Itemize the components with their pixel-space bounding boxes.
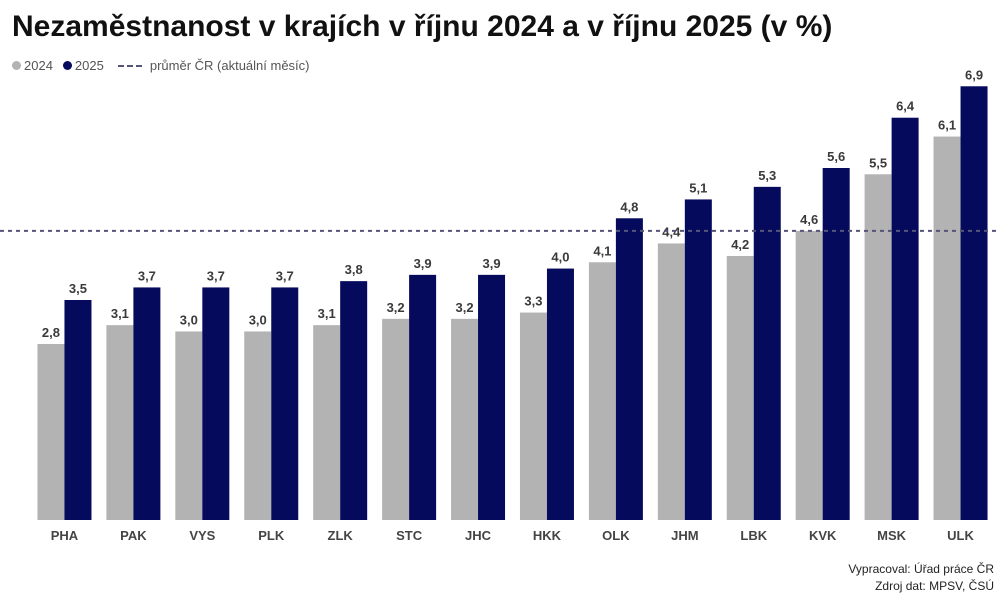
bar-2025-ulk <box>960 86 988 521</box>
data-label-2025-hkk: 4,0 <box>551 250 569 265</box>
data-label-2024-stc: 3,2 <box>387 300 405 315</box>
bar-2024-pak <box>106 325 134 520</box>
data-label-2025-zlk: 3,8 <box>345 262 363 277</box>
data-label-2025-ulk: 6,9 <box>965 67 983 82</box>
bar-2025-lbk <box>753 186 781 520</box>
x-tick-label-hkk: HKK <box>533 528 562 543</box>
legend-item-average: průměr ČR (aktuální měsíc) <box>114 58 310 73</box>
bar-2024-plk <box>244 331 272 520</box>
footer: Vypracoval: Úřad práce ČR Zdroj dat: MPS… <box>848 561 994 595</box>
data-label-2024-lbk: 4,2 <box>731 237 749 252</box>
data-label-2024-ulk: 6,1 <box>938 118 956 133</box>
data-label-2025-vys: 3,7 <box>207 268 225 283</box>
legend-label-2025: 2025 <box>74 58 104 73</box>
footer-source: Zdroj dat: MPSV, ČSÚ <box>875 579 994 593</box>
bar-2024-hkk <box>519 312 547 520</box>
data-label-2025-lbk: 5,3 <box>758 168 776 183</box>
legend-label-2024: 2024 <box>24 58 53 73</box>
bar-2025-stc <box>409 274 437 520</box>
bar-2024-stc <box>382 318 410 520</box>
data-label-2024-zlk: 3,1 <box>318 306 336 321</box>
bar-2025-jhc <box>478 274 506 520</box>
x-tick-label-kvk: KVK <box>809 528 837 543</box>
data-label-2024-kvk: 4,6 <box>800 212 818 227</box>
data-label-2024-hkk: 3,3 <box>524 294 542 309</box>
data-label-2024-jhm: 4,4 <box>662 224 681 239</box>
bar-2025-vys <box>202 287 230 520</box>
data-label-2024-vys: 3,0 <box>180 312 198 327</box>
bar-2025-pha <box>64 300 92 520</box>
legend: 2024 2025 průměr ČR (aktuální měsíc) <box>12 58 320 73</box>
data-label-2024-msk: 5,5 <box>869 155 887 170</box>
bar-2025-hkk <box>546 268 574 520</box>
chart-title: Nezaměstnanost v krajích v říjnu 2024 a … <box>12 10 833 43</box>
data-label-2025-msk: 6,4 <box>896 99 915 114</box>
data-label-2025-plk: 3,7 <box>276 268 294 283</box>
x-tick-label-lbk: LBK <box>740 528 767 543</box>
bar-2024-olk <box>588 262 616 520</box>
legend-swatch-2025 <box>62 61 72 70</box>
bar-2025-plk <box>271 287 299 520</box>
bar-2024-msk <box>864 174 892 521</box>
data-label-2025-jhc: 3,9 <box>482 256 500 271</box>
x-tick-label-vys: VYS <box>189 528 215 543</box>
legend-label-average: průměr ČR (aktuální měsíc) <box>149 58 310 73</box>
data-label-2024-olk: 4,1 <box>593 243 611 258</box>
data-label-2024-jhc: 3,2 <box>455 300 473 315</box>
data-label-2024-pha: 2,8 <box>42 325 60 340</box>
bar-2024-vys <box>175 331 203 520</box>
legend-swatch-average <box>117 64 142 67</box>
legend-item-2025: 2025 <box>62 58 104 73</box>
bar-2024-ulk <box>933 136 961 521</box>
bar-2024-lbk <box>726 256 754 520</box>
bar-2025-kvk <box>822 168 850 520</box>
x-tick-label-zlk: ZLK <box>328 528 354 543</box>
data-label-2025-kvk: 5,6 <box>827 149 845 164</box>
x-tick-label-plk: PLK <box>258 528 285 543</box>
x-tick-label-msk: MSK <box>877 528 907 543</box>
data-label-2025-jhm: 5,1 <box>689 180 707 195</box>
bar-2025-jhm <box>684 199 712 520</box>
bar-2024-jhc <box>451 318 479 520</box>
data-label-2024-pak: 3,1 <box>111 306 129 321</box>
bar-2024-kvk <box>795 230 823 520</box>
x-tick-label-stc: STC <box>396 528 423 543</box>
bar-2024-zlk <box>313 325 341 520</box>
bar-2025-olk <box>615 218 643 521</box>
data-label-2025-stc: 3,9 <box>414 256 432 271</box>
footer-prepared-by: Vypracoval: Úřad práce ČR <box>848 562 994 576</box>
legend-item-2024: 2024 <box>12 58 53 73</box>
data-label-2025-olk: 4,8 <box>620 199 638 214</box>
x-tick-label-ulk: ULK <box>947 528 974 543</box>
bar-2025-pak <box>133 287 161 520</box>
bar-2025-msk <box>891 117 919 520</box>
x-tick-label-jhc: JHC <box>465 528 492 543</box>
data-label-2024-plk: 3,0 <box>249 312 267 327</box>
x-tick-label-jhm: JHM <box>671 528 698 543</box>
legend-swatch-2024 <box>12 61 21 70</box>
bar-2024-pha <box>37 344 65 520</box>
bar-2025-zlk <box>340 281 368 520</box>
x-tick-label-pha: PHA <box>51 528 79 543</box>
data-label-2025-pak: 3,7 <box>138 268 156 283</box>
bar-2024-jhm <box>657 243 685 520</box>
x-tick-label-olk: OLK <box>602 528 630 543</box>
x-tick-label-pak: PAK <box>120 528 147 543</box>
data-label-2025-pha: 3,5 <box>69 281 87 296</box>
